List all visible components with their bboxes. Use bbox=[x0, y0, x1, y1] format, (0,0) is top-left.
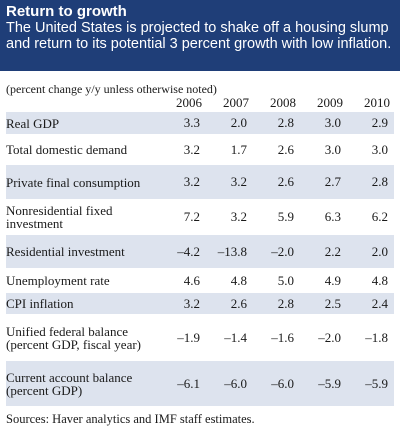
cell-value: 4.9 bbox=[324, 272, 341, 288]
cell-value: 2.5 bbox=[300, 293, 347, 314]
year-header: 2009 bbox=[317, 94, 343, 110]
table-row: Real GDP 3.3 2.0 2.8 3.0 2.9 bbox=[6, 112, 394, 134]
cell-value: –5.9 bbox=[347, 361, 394, 406]
cell-value: 3.0 bbox=[300, 112, 347, 134]
header-band: Return to growth The United States is pr… bbox=[0, 0, 400, 71]
cell-value: 3.2 bbox=[230, 209, 247, 224]
cell-value: –2.0 bbox=[253, 235, 300, 268]
cell-value: –6.1 bbox=[159, 361, 206, 406]
cell-value: 2.8 bbox=[253, 293, 300, 314]
cell-value: 3.0 bbox=[324, 141, 341, 157]
row-label: Unemployment rate bbox=[6, 273, 110, 288]
cell-value: 3.0 bbox=[371, 141, 388, 157]
table-row: Unemployment rate 4.6 4.8 5.0 4.9 4.8 bbox=[6, 268, 394, 293]
row-label: Total domestic demand bbox=[6, 142, 128, 157]
row-label: Real GDP bbox=[6, 112, 159, 134]
panel-title: Return to growth bbox=[6, 3, 127, 20]
cell-value: 1.7 bbox=[230, 141, 247, 157]
cell-value: 4.8 bbox=[230, 272, 247, 288]
cell-value: 2.6 bbox=[277, 141, 294, 157]
cell-value: –6.0 bbox=[253, 361, 300, 406]
cell-value: –1.9 bbox=[177, 329, 200, 345]
cell-value: 2.8 bbox=[253, 112, 300, 134]
cell-value: 2.6 bbox=[253, 165, 300, 199]
cell-value: 2.0 bbox=[347, 235, 394, 268]
row-label: Unified federal balance (percent GDP, fi… bbox=[6, 323, 141, 352]
cell-value: –1.6 bbox=[271, 329, 294, 345]
table-row: Nonresidential fixed investment 7.2 3.2 … bbox=[6, 199, 394, 235]
row-label: CPI inflation bbox=[6, 293, 159, 314]
cell-value: 2.2 bbox=[300, 235, 347, 268]
year-header: 2007 bbox=[223, 94, 249, 110]
units-note: (percent change y/y unless otherwise not… bbox=[6, 82, 217, 96]
cell-value: 3.2 bbox=[206, 165, 253, 199]
cell-value: 2.0 bbox=[206, 112, 253, 134]
cell-value: –1.8 bbox=[365, 329, 388, 345]
row-label: Residential investment bbox=[6, 235, 159, 268]
year-header: 2008 bbox=[270, 94, 296, 110]
cell-value: 2.8 bbox=[347, 165, 394, 199]
cell-value: –13.8 bbox=[206, 235, 253, 268]
cell-value: –4.2 bbox=[159, 235, 206, 268]
cell-value: 3.2 bbox=[159, 165, 206, 199]
table-row: Total domestic demand 3.2 1.7 2.6 3.0 3.… bbox=[6, 134, 394, 165]
table-row: Private final consumption 3.2 3.2 2.6 2.… bbox=[6, 165, 394, 199]
cell-value: 7.2 bbox=[183, 209, 200, 224]
table-row: Current account balance (percent GDP) –6… bbox=[6, 361, 394, 406]
cell-value: 6.3 bbox=[324, 209, 341, 224]
year-header: 2010 bbox=[364, 94, 390, 110]
cell-value: 2.6 bbox=[206, 293, 253, 314]
cell-value: 4.8 bbox=[371, 272, 388, 288]
cell-value: 3.3 bbox=[159, 112, 206, 134]
panel-subtitle: The United States is projected to shake … bbox=[6, 20, 392, 52]
year-header-row: 2006 2007 2008 2009 2010 bbox=[6, 93, 394, 112]
table-area: (percent change y/y unless otherwise not… bbox=[0, 71, 400, 427]
source-note: Sources: Haver analytics and IMF staff e… bbox=[6, 412, 255, 426]
cell-value: 2.7 bbox=[300, 165, 347, 199]
cell-value: 5.9 bbox=[277, 209, 294, 224]
row-label: Current account balance (percent GDP) bbox=[6, 361, 159, 406]
cell-value: –6.0 bbox=[206, 361, 253, 406]
cell-value: –5.9 bbox=[300, 361, 347, 406]
cell-value: 2.9 bbox=[347, 112, 394, 134]
cell-value: 5.0 bbox=[277, 272, 294, 288]
row-label: Private final consumption bbox=[6, 165, 159, 199]
row-label: Nonresidential fixed investment bbox=[6, 203, 113, 231]
cell-value: 4.6 bbox=[183, 272, 200, 288]
cell-value: 2.4 bbox=[347, 293, 394, 314]
year-header: 2006 bbox=[176, 94, 202, 110]
cell-value: –2.0 bbox=[318, 329, 341, 345]
table-row: CPI inflation 3.2 2.6 2.8 2.5 2.4 bbox=[6, 293, 394, 314]
cell-value: –1.4 bbox=[224, 329, 247, 345]
table-row: Residential investment –4.2 –13.8 –2.0 2… bbox=[6, 235, 394, 268]
table-row: Unified federal balance (percent GDP, fi… bbox=[6, 314, 394, 361]
cell-value: 3.2 bbox=[159, 293, 206, 314]
cell-value: 6.2 bbox=[371, 209, 388, 224]
projection-table: 2006 2007 2008 2009 2010 Real GDP 3.3 2.… bbox=[6, 93, 394, 406]
cell-value: 3.2 bbox=[183, 141, 200, 157]
